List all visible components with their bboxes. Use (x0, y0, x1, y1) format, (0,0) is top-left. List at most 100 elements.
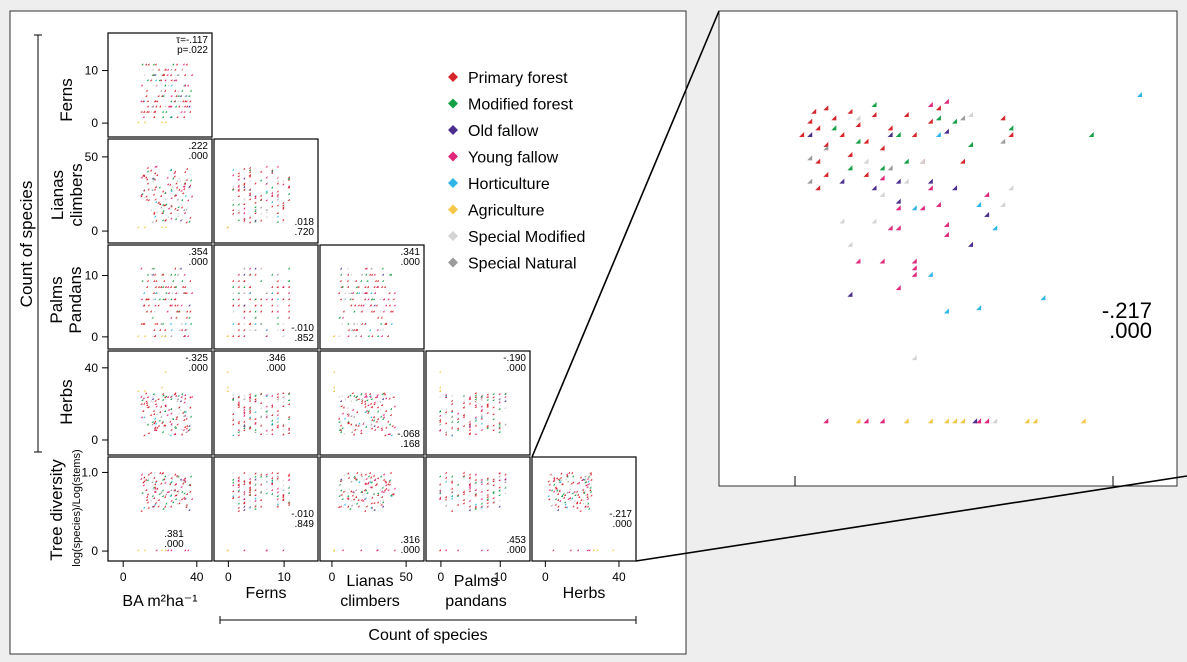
data-point (162, 394, 165, 397)
data-point (174, 483, 177, 486)
data-point (438, 370, 441, 373)
data-point (237, 322, 240, 325)
data-point (555, 489, 558, 492)
data-point (287, 427, 290, 430)
data-point (143, 189, 146, 192)
data-point (486, 497, 489, 500)
data-point (450, 420, 453, 423)
inset-correlation: -.217 (1102, 298, 1152, 323)
data-point (171, 291, 174, 294)
data-point (361, 291, 364, 294)
data-point (226, 334, 229, 337)
data-point (243, 273, 246, 276)
data-point (360, 475, 363, 478)
data-point (547, 480, 550, 483)
data-point (364, 285, 367, 288)
data-point (569, 549, 572, 552)
data-point (287, 473, 290, 476)
data-point (254, 304, 257, 307)
data-point (456, 427, 459, 430)
data-point (259, 392, 262, 395)
data-point (231, 490, 234, 493)
data-point (354, 489, 357, 492)
data-point (182, 496, 185, 499)
data-point (243, 482, 246, 485)
col-label-pandans: pandans (445, 593, 506, 610)
data-point (492, 392, 495, 395)
data-point (185, 316, 188, 319)
data-point (339, 424, 342, 427)
data-point (248, 481, 251, 484)
data-point (379, 298, 382, 301)
data-point (462, 400, 465, 403)
data-point (346, 267, 349, 270)
data-point (152, 486, 155, 489)
data-point (243, 426, 246, 429)
data-point (486, 489, 489, 492)
data-point (151, 220, 154, 223)
data-point (271, 298, 274, 301)
data-point (142, 481, 145, 484)
inset-data-point (960, 418, 966, 424)
data-point (282, 424, 285, 427)
data-point (175, 417, 178, 420)
data-point (170, 412, 173, 415)
data-point (498, 392, 501, 395)
data-point (167, 408, 170, 411)
inset-data-point (972, 418, 978, 424)
data-point (486, 411, 489, 414)
data-point (450, 487, 453, 490)
data-point (186, 549, 189, 552)
data-point (565, 473, 568, 476)
inset-data-point (811, 108, 817, 114)
data-point (354, 478, 357, 481)
data-point (339, 273, 342, 276)
data-point (365, 409, 368, 412)
data-point (339, 279, 342, 282)
data-point (254, 417, 257, 420)
data-point (153, 198, 156, 201)
data-point (259, 267, 262, 270)
data-point (180, 485, 183, 488)
data-point (480, 497, 483, 500)
inset-data-point (815, 158, 821, 164)
inset-data-point (1080, 418, 1086, 424)
data-point (237, 499, 240, 502)
data-point (177, 394, 180, 397)
data-point (171, 185, 174, 188)
data-point (254, 428, 257, 431)
data-point (339, 298, 342, 301)
data-point (237, 420, 240, 423)
data-point (237, 273, 240, 276)
data-point (176, 215, 179, 218)
correlation-coefficient: .341 (401, 247, 421, 258)
data-point (265, 208, 268, 211)
data-point (282, 298, 285, 301)
data-point (380, 495, 383, 498)
data-point (379, 415, 382, 418)
data-point (174, 494, 177, 497)
panel-palms-vs-ferns: -.010.852 (213, 244, 319, 350)
data-point (254, 322, 257, 325)
data-point (374, 484, 377, 487)
data-point (146, 79, 149, 82)
data-point (381, 417, 384, 420)
data-point (237, 476, 240, 479)
data-point (355, 398, 358, 401)
data-point (160, 549, 163, 552)
inset-data-point (943, 418, 949, 424)
legend-label: Primary forest (468, 70, 568, 87)
data-point (156, 322, 159, 325)
data-point (556, 508, 559, 511)
row-label-lianas: Lianas (48, 170, 67, 220)
data-point (438, 492, 441, 495)
data-point (265, 473, 268, 476)
data-point (243, 471, 246, 474)
data-point (183, 182, 186, 185)
data-point (254, 209, 257, 212)
data-point (480, 422, 483, 425)
data-point (259, 498, 262, 501)
data-point (180, 189, 183, 192)
inset-data-point (935, 201, 941, 207)
